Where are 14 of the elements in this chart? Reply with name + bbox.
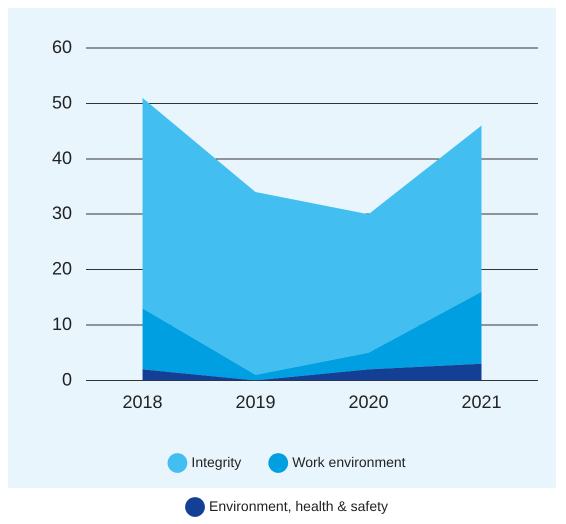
x-tick-label: 2021 <box>461 392 502 412</box>
legend-label: Work environment <box>292 454 406 470</box>
legend-label: Integrity <box>191 454 242 470</box>
x-tick-label: 2019 <box>235 392 276 412</box>
y-tick-label: 20 <box>52 258 72 279</box>
y-tick-label: 60 <box>52 36 72 57</box>
y-tick-label: 0 <box>62 369 72 390</box>
y-tick-label: 50 <box>52 92 72 112</box>
y-tick-label: 10 <box>52 314 72 334</box>
legend-label: Environment, health & safety <box>209 498 388 514</box>
x-tick-label: 2020 <box>348 392 389 412</box>
x-tick-label: 2018 <box>122 392 163 412</box>
y-tick-label: 40 <box>52 148 72 168</box>
y-tick-label: 30 <box>52 203 72 224</box>
